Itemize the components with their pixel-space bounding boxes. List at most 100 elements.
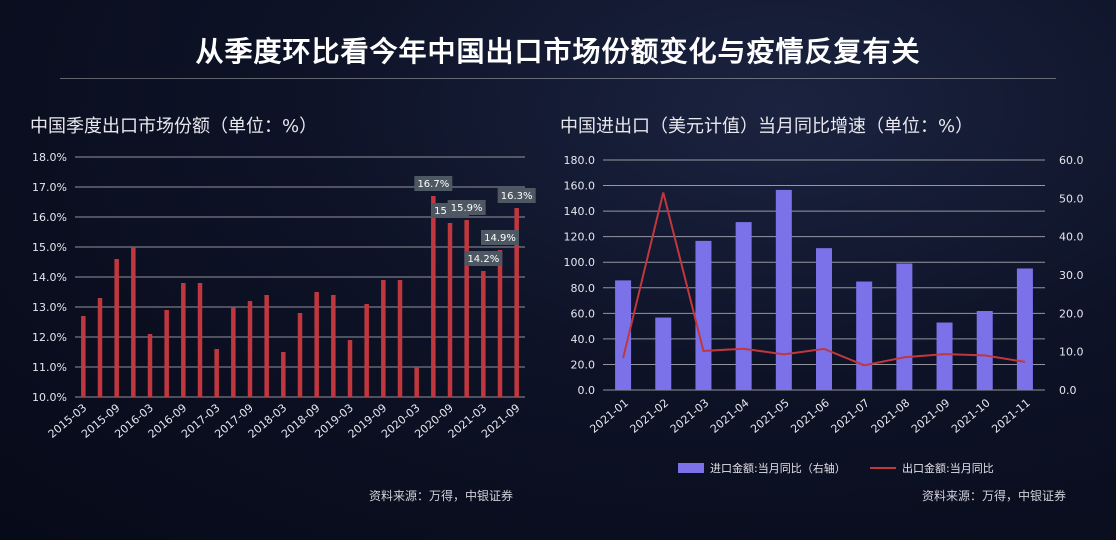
data-label: 14.9% xyxy=(484,233,516,244)
bar xyxy=(856,281,873,390)
y-left-tick-label: 120.0 xyxy=(564,231,596,244)
y-right-tick-label: 30.0 xyxy=(1059,269,1084,282)
bar xyxy=(816,248,832,390)
y-right-tick-label: 20.0 xyxy=(1059,307,1084,320)
bar xyxy=(481,271,486,397)
y-tick-label: 15.0% xyxy=(32,241,67,254)
x-tick-label: 2021-08 xyxy=(869,396,913,436)
bar xyxy=(364,304,369,397)
y-left-tick-label: 60.0 xyxy=(571,307,596,320)
bar xyxy=(297,313,303,397)
y-left-tick-label: 20.0 xyxy=(571,358,596,371)
right-chart-title: 中国进出口（美元计值）当月同比增速（单位：%） xyxy=(560,116,974,137)
x-tick-label: 2021-05 xyxy=(748,396,792,436)
y-left-tick-label: 0.0 xyxy=(578,384,596,397)
bar xyxy=(81,316,86,397)
bar xyxy=(464,220,469,397)
legend-import: 进口金额:当月同比（右轴） xyxy=(678,460,846,476)
y-left-tick-label: 100.0 xyxy=(564,256,596,269)
bar xyxy=(347,340,353,397)
page-title: 从季度环比看今年中国出口市场份额变化与疫情反复有关 xyxy=(195,35,921,68)
legend-import-label: 进口金额:当月同比（右轴） xyxy=(710,462,846,475)
data-label-box xyxy=(464,251,503,266)
y-tick-label: 12.0% xyxy=(32,331,67,344)
data-label-box xyxy=(414,176,453,191)
y-right-tick-label: 50.0 xyxy=(1059,192,1084,205)
bar xyxy=(314,292,319,397)
left-chart: 10.0% 11.0% 12.0% 13.0% 14.0% 15.0% 16.0% 17.0%… xyxy=(32,151,536,441)
x-tick-label: 2021-02 xyxy=(628,396,672,436)
x-tick-label: 2021-09 xyxy=(909,396,953,436)
x-tick-label: 2021-04 xyxy=(708,396,752,436)
bar xyxy=(1016,268,1033,390)
legend-line-swatch xyxy=(870,467,896,469)
bar xyxy=(655,317,672,390)
bar xyxy=(447,223,453,397)
legend-export-label: 出口金额:当月同比 xyxy=(902,462,994,475)
bar xyxy=(775,189,792,390)
bar xyxy=(247,301,253,397)
data-label-box xyxy=(497,188,536,203)
bar xyxy=(197,283,203,397)
bar xyxy=(695,240,712,390)
x-tick-label: 2021-11 xyxy=(989,396,1033,436)
data-label: 16.7% xyxy=(417,179,449,190)
y-left-tick-label: 40.0 xyxy=(571,333,596,346)
y-left-tick-label: 180.0 xyxy=(564,154,596,167)
data-label: 16.3% xyxy=(501,191,533,202)
y-tick-label: 14.0% xyxy=(32,271,67,284)
y-tick-label: 10.0% xyxy=(32,391,67,404)
y-tick-label: 13.0% xyxy=(32,301,67,314)
bar xyxy=(397,280,403,397)
bar xyxy=(164,310,169,397)
y-tick-label: 11.0% xyxy=(32,361,67,374)
x-tick-label: 2021-01 xyxy=(587,396,631,436)
x-tick-label: 2021-07 xyxy=(829,396,873,436)
data-label-box xyxy=(447,200,486,215)
y-tick-label: 17.0% xyxy=(32,181,67,194)
x-tick-label: 2021-06 xyxy=(788,396,832,436)
bar xyxy=(381,280,386,397)
bar xyxy=(615,280,632,390)
left-source-note: 资料来源：万得，中银证券 xyxy=(369,489,514,503)
bar xyxy=(735,222,752,390)
y-right-tick-label: 10.0 xyxy=(1059,346,1084,359)
y-left-tick-label: 140.0 xyxy=(564,205,596,218)
y-right-tick-label: 0.0 xyxy=(1059,384,1077,397)
bar xyxy=(281,352,286,397)
y-right-tick-label: 60.0 xyxy=(1059,154,1084,167)
bar xyxy=(131,247,136,397)
bar xyxy=(331,295,336,397)
x-tick-label: 2021-10 xyxy=(949,396,993,436)
bar xyxy=(976,311,993,390)
y-left-tick-label: 160.0 xyxy=(564,180,596,193)
bar xyxy=(936,322,953,390)
data-label-box xyxy=(481,230,519,245)
bar xyxy=(497,250,503,397)
y-tick-label: 18.0% xyxy=(32,151,67,164)
x-tick-label: 2021-03 xyxy=(668,396,712,436)
bar xyxy=(214,349,219,397)
legend-bar-swatch xyxy=(678,463,704,473)
legend-export: 出口金额:当月同比 xyxy=(870,460,994,476)
right-source-note: 资料来源：万得，中银证券 xyxy=(922,489,1067,503)
y-left-tick-label: 80.0 xyxy=(571,282,596,295)
bar xyxy=(181,283,186,397)
left-chart-title: 中国季度出口市场份额（单位：%） xyxy=(30,116,318,137)
bar xyxy=(414,367,419,397)
bar xyxy=(231,307,236,397)
right-chart: 0.0 20.0 40.0 60.0 80.0 100.0 120.0 140.0 160.0 1… xyxy=(564,154,1084,436)
title-divider xyxy=(60,78,1056,79)
line-series xyxy=(622,192,1026,367)
bar xyxy=(514,208,519,397)
bar xyxy=(147,334,153,397)
data-label: 15.9% xyxy=(451,203,483,214)
bar xyxy=(97,298,103,397)
y-tick-label: 16.0% xyxy=(32,211,67,224)
bar xyxy=(896,263,913,390)
bar xyxy=(114,259,119,397)
bar xyxy=(264,295,269,397)
y-right-tick-label: 40.0 xyxy=(1059,231,1084,244)
data-label: 14.2% xyxy=(467,254,499,265)
bar xyxy=(431,196,436,397)
